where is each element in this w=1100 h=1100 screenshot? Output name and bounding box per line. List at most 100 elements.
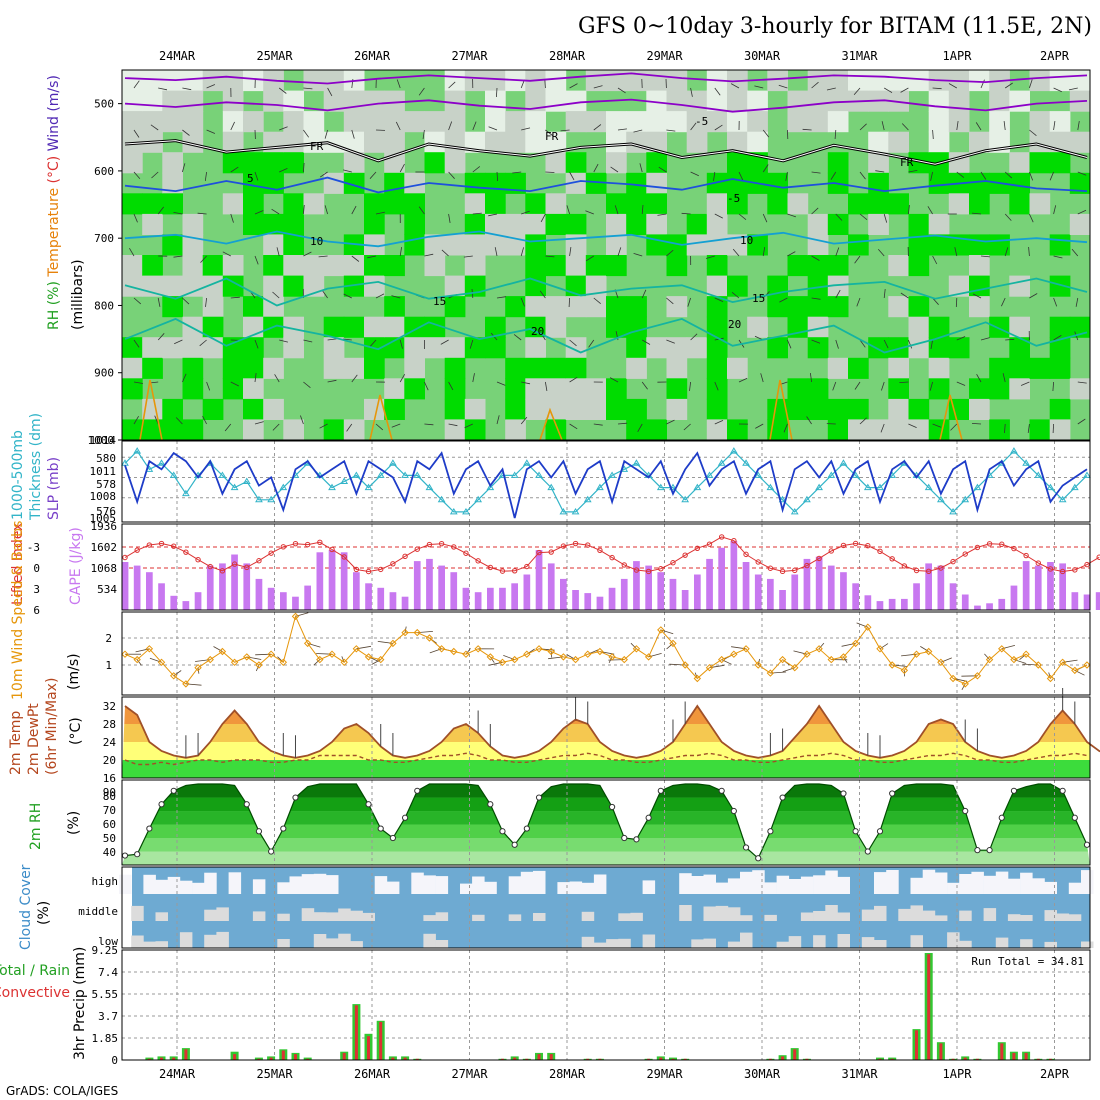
wind-barb (932, 255, 938, 265)
rh-cell (646, 111, 667, 133)
rh-cell (444, 90, 466, 112)
precip-rain-bar (781, 1056, 785, 1060)
rh-cell (928, 90, 950, 112)
rh-cell (969, 193, 990, 215)
rh-cell (1049, 419, 1071, 441)
rh-cell (364, 111, 385, 133)
li-marker (511, 568, 518, 574)
rh-cell (485, 316, 506, 338)
wind-barb (391, 295, 401, 299)
cloud-cell (861, 909, 875, 921)
rh-cell (928, 357, 950, 379)
rh-cell (969, 234, 990, 256)
thickness-marker (376, 471, 385, 478)
rh-marker (1071, 814, 1078, 821)
cloud-cell (460, 883, 473, 894)
wind-barb (133, 381, 143, 384)
wind-barb (182, 163, 186, 173)
wind-barb (779, 297, 788, 303)
rh-cell (1049, 357, 1071, 379)
li-marker (731, 538, 737, 544)
wind-barb (658, 166, 667, 173)
wind-barb (448, 423, 458, 427)
precip-rain-bar (768, 1058, 772, 1060)
wind-tick: 2 (105, 632, 112, 645)
wind-speed-marker (900, 666, 909, 675)
li-marker (767, 565, 774, 571)
rh-cell (747, 131, 768, 153)
wind-barb (637, 423, 643, 432)
precip-rain-bar (975, 1058, 979, 1060)
wind-speed-marker (486, 653, 495, 661)
rh-cell (727, 90, 748, 112)
wind-barb (440, 339, 449, 345)
rh-cell (1009, 316, 1030, 338)
rh-marker (499, 828, 506, 835)
cloud-cell (1068, 882, 1082, 894)
wind-speed-marker (328, 650, 336, 658)
cloud-cell (411, 872, 424, 894)
wind-barb (930, 339, 933, 349)
rh-cell (827, 275, 849, 297)
rh-cell (545, 152, 567, 174)
rh-cell (989, 90, 1010, 112)
wind-barb (832, 381, 837, 391)
wind-barb (593, 124, 602, 131)
wind-speed-marker (218, 647, 227, 656)
cape-bar (547, 563, 555, 610)
rh-marker (755, 855, 762, 862)
rh-cell (222, 378, 244, 400)
rh-cell (243, 152, 264, 174)
thickness-tick: 578 (96, 478, 116, 491)
wind-barb (1004, 171, 1013, 179)
ylabel-part: RH (%) (46, 277, 62, 330)
wind-barb (1028, 246, 1030, 257)
rh-cell (787, 296, 809, 318)
rh-marker (864, 848, 871, 855)
cloud-cell (338, 908, 351, 921)
temperature-contour (124, 277, 1088, 307)
wind-barb (641, 381, 648, 390)
rh-cell (888, 131, 909, 153)
cloud-row-label: low (98, 935, 118, 948)
wind-speed-marker (206, 655, 214, 664)
rh-cell (868, 152, 889, 174)
cloud-cell (825, 905, 838, 921)
rh-marker (742, 844, 750, 851)
warm-contour (769, 379, 793, 441)
wind-barb (657, 213, 667, 216)
rh-cell (787, 111, 809, 133)
rh-cell (525, 357, 546, 379)
wind-speed-marker (291, 612, 300, 621)
rh-cell (807, 255, 829, 277)
wind-barb (173, 670, 182, 677)
wind-barb (303, 162, 305, 173)
wind-barb (174, 339, 183, 345)
cloud-cell (800, 912, 814, 921)
thickness-marker (364, 483, 373, 491)
rh-cell (1069, 378, 1091, 400)
cloud-cell (947, 882, 960, 894)
rh-cell (323, 70, 345, 92)
rh-cell (263, 172, 284, 194)
wind-barb (908, 170, 918, 173)
cloud-cell (740, 932, 753, 948)
wind-barb (488, 126, 498, 131)
rh-cell (303, 111, 325, 133)
wind-barb (254, 255, 259, 265)
wind-barb (319, 171, 328, 178)
rh-cell (545, 398, 567, 420)
wind-speed-marker (1034, 661, 1042, 669)
wind-barb (496, 415, 500, 425)
thickness-marker (583, 495, 592, 503)
li-marker (816, 555, 822, 562)
rh-cell (364, 255, 385, 277)
rh-cell (243, 70, 264, 92)
thickness-marker (535, 471, 543, 478)
warm-contour (539, 407, 563, 441)
wind-barb (569, 339, 577, 347)
rh-cell (343, 357, 365, 379)
rh-cell (807, 378, 829, 400)
rh-cell (585, 255, 607, 277)
wind-barb (343, 169, 352, 173)
